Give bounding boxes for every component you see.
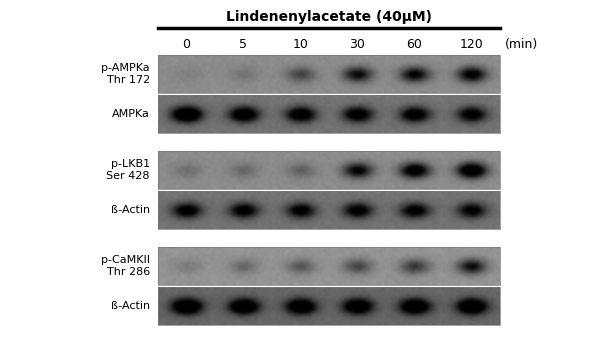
Text: 0: 0 [182,38,191,51]
Text: 5: 5 [239,38,248,51]
Text: 60: 60 [407,38,422,51]
Text: p-LKB1
Ser 428: p-LKB1 Ser 428 [107,159,150,181]
Text: 10: 10 [293,38,308,51]
Bar [158,287,500,325]
Text: p-AMPKa
Thr 172: p-AMPKa Thr 172 [101,63,150,85]
Bar [158,191,500,229]
Text: p-CaMKII
Thr 286: p-CaMKII Thr 286 [101,255,150,277]
Text: AMPKa: AMPKa [112,109,150,119]
Bar [158,95,500,133]
Text: 30: 30 [350,38,365,51]
Text: ß-Actin: ß-Actin [111,301,150,311]
Bar [158,151,500,189]
Bar [158,55,500,93]
Text: (min): (min) [505,38,538,51]
Text: ß-Actin: ß-Actin [111,205,150,215]
Text: 120: 120 [460,38,484,51]
Text: Lindenenylacetate (40μM): Lindenenylacetate (40μM) [226,10,432,24]
Bar [158,247,500,285]
